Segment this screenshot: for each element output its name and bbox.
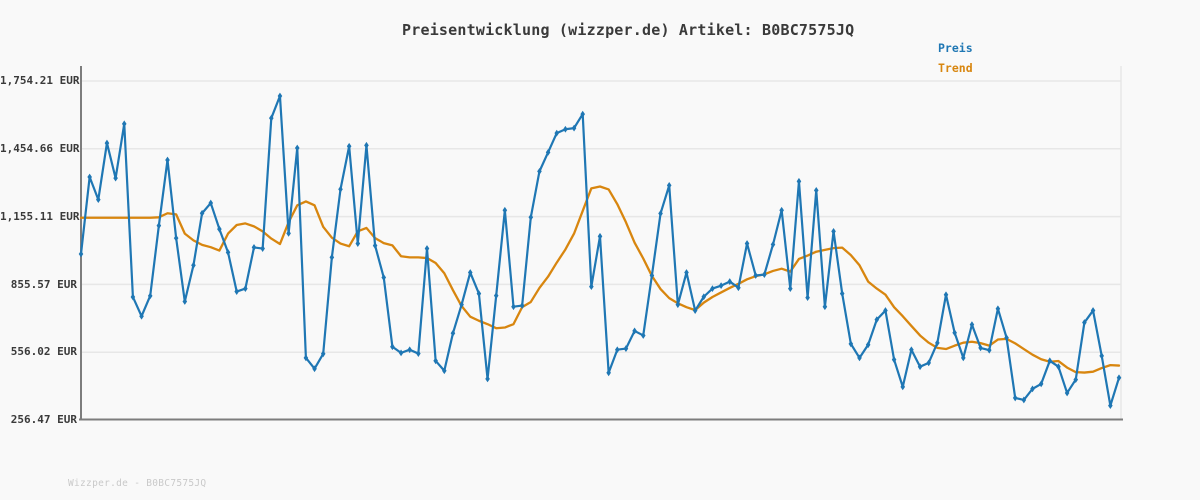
y-tick-label: 1,454.66 EUR [0,142,80,155]
y-tick-label: 556.02 EUR [10,345,77,358]
watermark-text: Wizzper.de - B0BC7575JQ [68,478,207,489]
y-tick-label: 1,754.21 EUR [0,74,80,87]
y-tick-label: 855.57 EUR [10,278,77,291]
legend-item-trend: Trend [938,61,973,75]
y-tick-label: 256.47 EUR [10,413,77,426]
trend-line [79,185,1121,374]
chart-title: Preisentwicklung (wizzper.de) Artikel: B… [402,21,855,39]
chart-legend: Preis Trend [938,38,973,78]
y-tick-label: 1,155.11 EUR [0,210,80,223]
legend-item-preis: Preis [938,41,973,55]
